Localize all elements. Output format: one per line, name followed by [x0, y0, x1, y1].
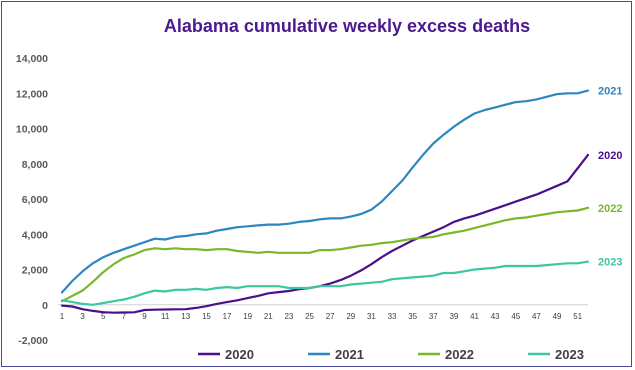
- x-tick-label: 9: [142, 312, 147, 321]
- x-tick-label: 11: [161, 312, 170, 321]
- series-line-2023: [60, 260, 590, 306]
- x-tick-label: 45: [511, 312, 520, 321]
- x-tick-label: 47: [532, 312, 541, 321]
- series-line-2021: [60, 89, 590, 294]
- legend-label-2020: 2020: [225, 347, 254, 362]
- y-tick-label: 12,000: [16, 88, 48, 100]
- end-label-2021: 2021: [598, 86, 622, 98]
- x-tick-label: 15: [202, 312, 211, 321]
- x-tick-label: 35: [408, 312, 417, 321]
- x-tick-label: 43: [491, 312, 500, 321]
- chart-legend: 2020 2021 2022 2023: [198, 347, 584, 362]
- y-tick-label: 6,000: [22, 194, 48, 206]
- x-tick-label: 33: [388, 312, 397, 321]
- series-end-labels: 2020 2021 2022 2023: [598, 86, 622, 269]
- chart-axes: -2,000 0 2,000 4,000 6,000 8,000 10,000 12,000 1…: [16, 53, 588, 347]
- x-tick-label: 19: [243, 312, 252, 321]
- series-line-2022: [60, 206, 590, 303]
- x-tick-label: 37: [429, 312, 438, 321]
- x-tick-label: 23: [284, 312, 293, 321]
- x-tick-label: 51: [573, 312, 582, 321]
- y-tick-label: 8,000: [22, 159, 48, 171]
- end-label-2020: 2020: [598, 150, 622, 162]
- x-tick-label: 39: [449, 312, 458, 321]
- y-tick-label: -2,000: [18, 335, 48, 347]
- chart-title: Alabama cumulative weekly excess deaths: [164, 16, 530, 36]
- legend-label-2021: 2021: [335, 347, 364, 362]
- x-tick-label: 49: [553, 312, 562, 321]
- chart-series: [60, 89, 590, 314]
- x-tick-label: 29: [346, 312, 355, 321]
- x-tick-label: 1: [60, 312, 65, 321]
- x-tick-label: 7: [122, 312, 127, 321]
- x-tick-label: 17: [223, 312, 232, 321]
- series-line-2020: [60, 153, 590, 314]
- end-label-2022: 2022: [598, 203, 622, 215]
- y-tick-label: 2,000: [22, 265, 48, 277]
- y-tick-label: 0: [42, 300, 48, 312]
- y-tick-label: 10,000: [16, 124, 48, 136]
- end-label-2023: 2023: [598, 257, 622, 269]
- y-tick-label: 14,000: [16, 53, 48, 65]
- x-tick-label: 25: [305, 312, 314, 321]
- legend-label-2023: 2023: [555, 347, 584, 362]
- x-tick-label: 5: [101, 312, 106, 321]
- x-tick-label: 41: [470, 312, 479, 321]
- x-tick-label: 31: [367, 312, 376, 321]
- x-tick-label: 3: [80, 312, 85, 321]
- x-tick-label: 13: [181, 312, 190, 321]
- legend-label-2022: 2022: [445, 347, 474, 362]
- x-tick-label: 27: [326, 312, 335, 321]
- x-tick-label: 21: [264, 312, 273, 321]
- y-tick-label: 4,000: [22, 229, 48, 241]
